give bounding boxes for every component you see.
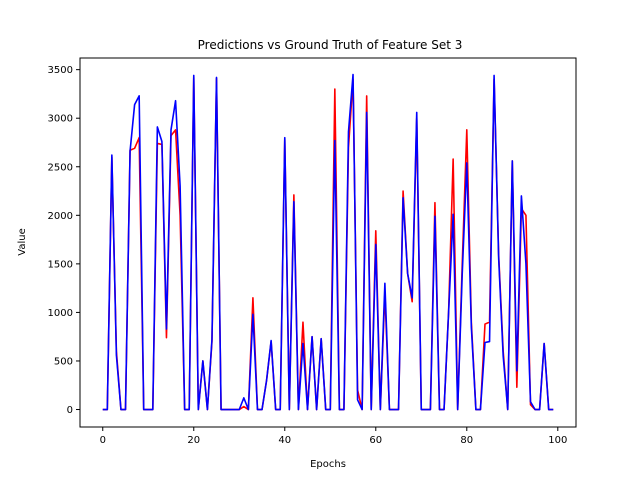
x-tick-label: 20 xyxy=(187,435,200,446)
y-tick-label: 0 xyxy=(67,405,73,416)
plot-frame xyxy=(79,57,577,428)
x-tick-label: 60 xyxy=(369,435,382,446)
y-tick-label: 2000 xyxy=(48,211,73,222)
y-axis-title: Value xyxy=(17,228,28,255)
y-tick-label: 500 xyxy=(54,356,73,367)
y-tick-label: 3000 xyxy=(48,114,73,125)
x-tick-label: 40 xyxy=(278,435,291,446)
x-tick-label: 100 xyxy=(548,435,567,446)
chart-title: Predictions vs Ground Truth of Feature S… xyxy=(198,38,463,52)
x-tick-label: 80 xyxy=(460,435,473,446)
y-tick-label: 3500 xyxy=(48,65,73,76)
series-line-1 xyxy=(102,76,554,411)
y-tick-label: 1000 xyxy=(48,308,73,319)
x-axis-title: Epochs xyxy=(310,459,346,470)
y-tick-label: 2500 xyxy=(48,162,73,173)
series-line-2 xyxy=(102,73,554,411)
y-tick-label: 1500 xyxy=(48,259,73,270)
x-tick-label: 0 xyxy=(100,435,106,446)
plot-area xyxy=(102,73,554,411)
